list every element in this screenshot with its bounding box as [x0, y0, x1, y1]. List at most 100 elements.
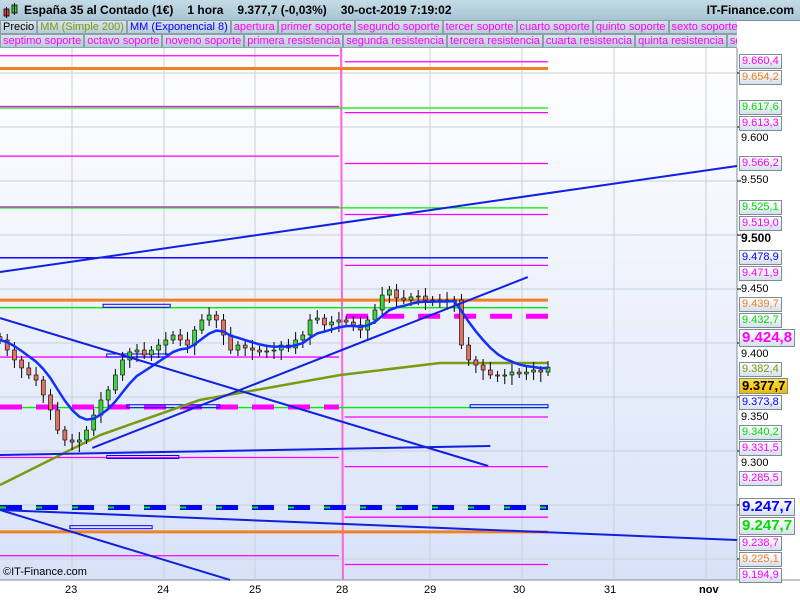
candle [480, 364, 486, 371]
x-tick-label: 30 [513, 584, 526, 596]
candle [394, 289, 399, 299]
range-box [469, 404, 549, 409]
legend-item[interactable]: MM (Exponencial 8) [126, 20, 231, 34]
candle [372, 309, 378, 321]
trend-line [0, 508, 737, 541]
range-box [69, 525, 153, 530]
candle [0, 336, 3, 341]
candle [488, 369, 493, 376]
price-label: 9.340,2 [739, 425, 782, 440]
y-tick-label: 9.550 [741, 174, 769, 186]
candle [271, 349, 277, 352]
brand: IT-Finance.com [706, 3, 794, 17]
legend-item[interactable]: segundo soporte [354, 20, 443, 34]
y-tick-label: 9.600 [741, 132, 769, 144]
x-tick-label: 25 [249, 584, 262, 596]
candle [415, 295, 421, 298]
legend-item[interactable]: cuarto soporte [516, 20, 593, 34]
candle [134, 349, 140, 353]
candle [322, 317, 327, 326]
price-label: 9.285,5 [739, 471, 782, 486]
legend-item[interactable]: cuarta resistencia [542, 34, 636, 48]
trend-line [0, 445, 491, 456]
y-tick-label: 9.500 [741, 231, 772, 245]
candle [516, 371, 522, 375]
legend-item[interactable]: primera resistencia [244, 34, 344, 48]
candle [495, 374, 500, 377]
legend-item[interactable]: segunda resistencia [343, 34, 448, 48]
last-price: 9.377,7 (-0,03%) [237, 3, 327, 17]
candle [242, 344, 248, 349]
price-label: 9.194,9 [739, 568, 782, 583]
legend-item[interactable]: quinto soporte [592, 20, 669, 34]
legend-item[interactable]: noveno soporte [162, 34, 245, 48]
plot-area [0, 48, 737, 580]
range-box [102, 303, 171, 308]
legend-item[interactable]: apertura [230, 20, 278, 34]
legend-item[interactable]: tercera resistencia [447, 34, 543, 48]
legend-item[interactable]: septimo soporte [0, 34, 85, 48]
candle [473, 359, 479, 366]
price-label: 9.617,6 [739, 100, 782, 115]
candle [307, 319, 313, 336]
price-label: 9.247,7 [739, 498, 796, 516]
legend-item[interactable]: quinta resistencia [635, 34, 727, 48]
candle [177, 334, 183, 341]
y-tick-label: 9.300 [741, 457, 769, 469]
price-label: 9.373,8 [739, 395, 782, 410]
x-tick-label: 23 [65, 584, 78, 596]
candle [235, 344, 241, 351]
legend-item[interactable]: Precio [0, 20, 38, 34]
candle [214, 314, 219, 321]
candle [69, 439, 75, 443]
candle [4, 339, 10, 351]
candle [538, 369, 544, 373]
candle [156, 344, 161, 351]
timeframe[interactable]: 1 hora [187, 3, 224, 17]
price-label: 9.654,2 [739, 70, 782, 85]
candle [163, 339, 169, 346]
candle [12, 349, 17, 361]
legend-item[interactable]: primer soporte [277, 20, 355, 34]
legend-item[interactable]: sex [726, 34, 737, 48]
apertura-line [340, 47, 344, 581]
trend-line [0, 317, 489, 467]
datetime: 30-oct-2019 7:19:02 [340, 3, 452, 17]
candle [336, 319, 342, 323]
range-box [126, 404, 221, 409]
candle [141, 349, 147, 356]
candle [387, 289, 392, 296]
candle [113, 374, 118, 391]
candle [314, 317, 320, 321]
price-label: 9.478,9 [739, 250, 782, 265]
y-tick-label: 9.350 [741, 411, 769, 423]
candle [502, 374, 508, 377]
legend-item[interactable]: tercer soporte [442, 20, 517, 34]
price-label: 9.566,2 [739, 156, 782, 171]
price-label: 9.439,7 [739, 297, 782, 312]
legend: Precio MM (Simple 200) MM (Exponencial 8) a… [0, 20, 737, 48]
price-label: 9.432,7 [739, 313, 782, 328]
candle [19, 359, 24, 369]
candle [257, 349, 262, 353]
candle [48, 394, 53, 411]
candle [264, 350, 270, 353]
current-price-label: 9.377,7 [739, 378, 789, 394]
candle [221, 319, 226, 336]
candle [329, 321, 334, 326]
legend-item[interactable]: octavo soporte [84, 34, 163, 48]
candle [459, 299, 464, 346]
sma200-line [0, 361, 548, 487]
legend-item[interactable]: sexto soporte [668, 20, 737, 34]
x-tick-label: 31 [604, 584, 617, 596]
candle [149, 349, 154, 356]
candle [40, 379, 46, 396]
price-label: 9.382,4 [739, 362, 782, 377]
candle [545, 366, 551, 373]
candle [401, 297, 407, 301]
price-label: 9.247,7 [739, 517, 796, 535]
legend-item[interactable]: MM (Simple 200) [37, 20, 127, 34]
candle [531, 369, 536, 373]
x-tick-label: nov [699, 584, 719, 596]
